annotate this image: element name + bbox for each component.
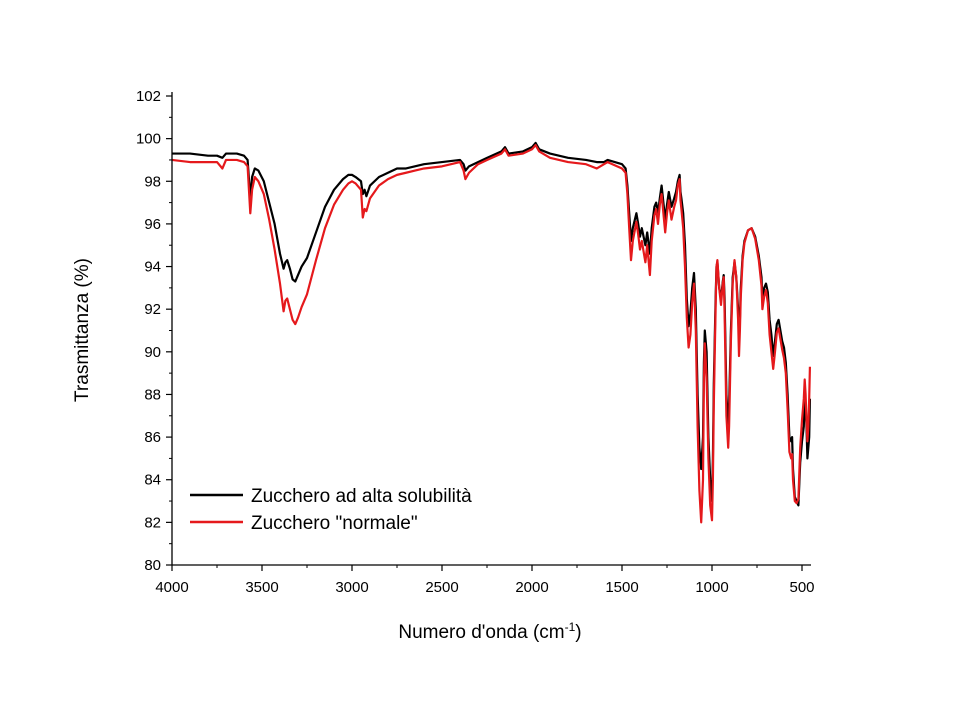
x-axis-title-main: Numero d'onda (cm [398, 622, 564, 643]
y-tick-label: 90 [144, 344, 161, 361]
x-tick-label: 500 [789, 579, 814, 596]
legend-label-1: Zucchero ad alta solubilità [251, 486, 472, 507]
y-tick-label: 80 [144, 557, 161, 574]
y-axis-title: Trasmittanza (%) [72, 258, 93, 402]
x-tick-label: 3000 [335, 579, 368, 596]
y-tick-label: 94 [144, 259, 161, 276]
y-tick-label: 102 [136, 88, 161, 105]
y-tick-label: 86 [144, 429, 161, 446]
y-tick-label: 92 [144, 301, 161, 318]
y-tick-label: 96 [144, 216, 161, 233]
series-layer [172, 141, 811, 524]
x-tick-label: 1000 [695, 579, 728, 596]
x-axis-title-suffix: ) [575, 622, 581, 643]
x-tick-label: 1500 [605, 579, 638, 596]
x-tick-label: 4000 [155, 579, 188, 596]
plot-area [172, 141, 811, 524]
y-tick-label: 84 [144, 472, 161, 489]
x-tick-label: 2000 [515, 579, 548, 596]
y-tick-label: 100 [136, 131, 161, 148]
legend: Zucchero ad alta solubilità Zucchero "nor… [190, 486, 472, 534]
y-tick-label: 98 [144, 173, 161, 190]
series-line-2 [172, 143, 811, 524]
x-axis-title-superscript: -1 [565, 620, 576, 634]
x-tick-label: 2500 [425, 579, 458, 596]
x-tick-label: 3500 [245, 579, 278, 596]
series-line-1 [172, 141, 811, 507]
legend-label-2: Zucchero "normale" [251, 513, 418, 534]
x-axis-title: Numero d'onda (cm-1) [398, 620, 581, 643]
y-tick-label: 88 [144, 386, 161, 403]
y-tick-label: 82 [144, 514, 161, 531]
axes-layer: 80 82 84 86 88 90 92 94 96 98 100 102 4000 3500 3000 25… [136, 88, 815, 596]
